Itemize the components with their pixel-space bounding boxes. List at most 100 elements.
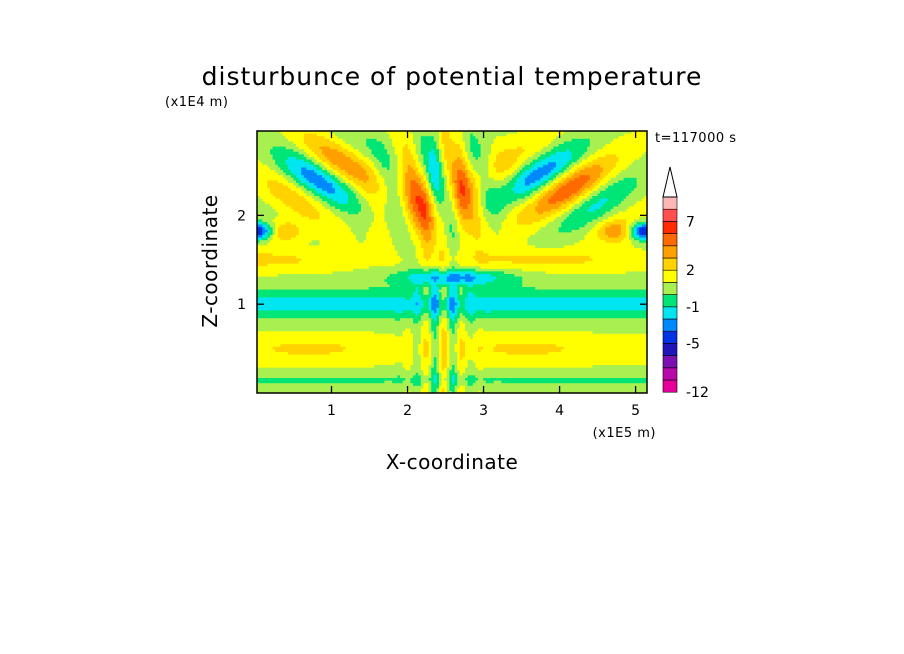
contour-cell: [574, 196, 580, 199]
contour-cell: [441, 367, 445, 371]
contour-cell: [462, 149, 466, 153]
contour-cell: [332, 183, 338, 186]
contour-cell: [257, 203, 271, 207]
contour-cell: [306, 157, 315, 160]
contour-cell: [410, 198, 416, 202]
contour-cell: [462, 170, 468, 173]
contour-cell: [595, 224, 604, 228]
contour-cell: [257, 370, 424, 374]
contour-cell: [459, 372, 463, 376]
contour-cell: [397, 180, 403, 184]
contour-cell: [446, 268, 476, 272]
contour-cell: [436, 362, 440, 366]
contour-cell: [428, 354, 432, 358]
contour-cell: [413, 209, 419, 212]
contour-cell: [431, 310, 435, 314]
contour-cell: [441, 170, 445, 173]
contour-cell: [324, 172, 331, 176]
contour-cell: [405, 185, 411, 189]
contour-cell: [327, 167, 333, 171]
contour-cell: [309, 185, 318, 189]
contour-cell: [275, 209, 294, 212]
contour-cell: [303, 185, 310, 189]
contour-cell: [345, 175, 354, 179]
contour-cell: [571, 154, 583, 158]
contour-cell: [420, 149, 432, 153]
contour-cell: [504, 177, 513, 181]
contour-cell: [257, 287, 370, 290]
contour-cell: [384, 203, 401, 207]
contour-cell: [257, 180, 268, 184]
contour-cell: [626, 219, 635, 223]
contour-cell: [426, 175, 429, 179]
contour-cell: [374, 211, 385, 215]
contour-cell: [257, 214, 279, 218]
contour-cell: [467, 164, 474, 168]
contour-cell: [303, 196, 312, 199]
contour-cell: [537, 211, 544, 215]
contour-cell: [452, 170, 458, 173]
contour-cell: [535, 245, 565, 249]
contour-cell: [262, 198, 281, 202]
contour-cell: [272, 235, 279, 238]
contour-cell: [257, 349, 276, 353]
contour-cell: [439, 372, 442, 376]
contour-cell: [478, 138, 494, 142]
contour-cell: [257, 279, 385, 283]
contour-cell: [400, 318, 414, 322]
contour-cell: [600, 206, 614, 210]
contour-cell: [480, 183, 507, 186]
contour-cell: [436, 188, 440, 192]
contour-cell: [309, 146, 320, 150]
contour-cell: [454, 346, 461, 350]
contour-cell: [407, 276, 432, 280]
contour-cell: [314, 183, 333, 186]
contour-cell: [410, 331, 422, 335]
contour-cell: [501, 224, 546, 228]
contour-cell: [290, 188, 302, 192]
contour-cell: [402, 188, 406, 192]
contour-cell: [553, 188, 559, 192]
contour-cell: [454, 323, 461, 327]
contour-cell: [267, 183, 284, 186]
contour-cell: [413, 294, 422, 298]
contour-cell: [257, 172, 279, 176]
contour-cell: [636, 232, 640, 236]
contour-cell: [558, 206, 567, 210]
contour-cell: [465, 157, 468, 160]
contour-cell: [327, 170, 333, 173]
contour-cell: [280, 131, 331, 134]
contour-cell: [454, 375, 458, 379]
contour-cell: [439, 391, 442, 393]
contour-cell: [626, 209, 647, 212]
contour-cell: [600, 227, 606, 231]
contour-cell: [431, 328, 437, 332]
contour-cell: [311, 203, 323, 207]
contour-cell: [340, 167, 364, 171]
contour-cell: [592, 159, 619, 163]
contour-cell: [446, 367, 453, 371]
x-tick-label: 3: [479, 403, 488, 419]
contour-cell: [439, 383, 442, 387]
contour-cell: [459, 190, 466, 194]
contour-cell: [441, 310, 448, 314]
contour-cell: [589, 175, 601, 179]
contour-cell: [415, 170, 419, 173]
contour-cell: [566, 167, 572, 171]
contour-cell: [410, 378, 422, 381]
contour-cell: [420, 378, 429, 381]
contour-cell: [428, 196, 432, 199]
contour-cell: [465, 385, 647, 389]
contour-cell: [446, 305, 450, 309]
contour-cell: [275, 216, 310, 220]
contour-cell: [358, 162, 367, 166]
contour-cell: [431, 214, 435, 218]
contour-cell: [431, 198, 435, 202]
contour-cell: [517, 172, 523, 176]
contour-cell: [444, 196, 450, 199]
contour-cell: [454, 258, 476, 262]
contour-cell: [329, 138, 344, 142]
contour-cell: [441, 141, 455, 145]
contour-cell: [283, 175, 292, 179]
contour-cell: [366, 180, 377, 184]
